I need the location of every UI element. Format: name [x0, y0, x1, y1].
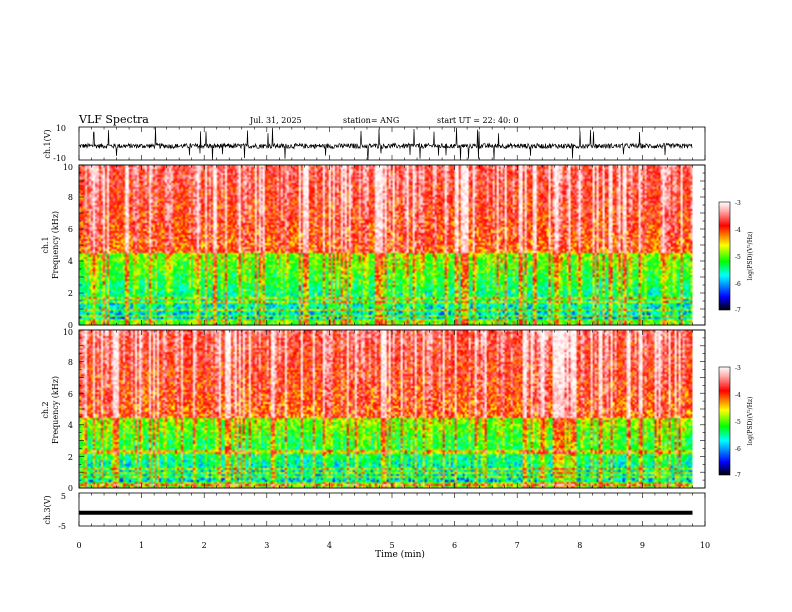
- ch1-spec-ytick: 10: [63, 163, 73, 172]
- x-tick-labels: 0 1 2 3 4 5 6 7 8 9 10: [76, 541, 710, 550]
- x-tick-label: 6: [452, 541, 457, 550]
- ch1-cbar-tick: -3: [735, 200, 741, 207]
- ch2-spectrogram-panel: 0 2 4 6 8 10 ch.2 Frequency (kHz) -3 -4 …: [41, 328, 754, 493]
- x-tick-label: 0: [76, 541, 81, 550]
- ch2-spec-channel-label: ch.2: [41, 401, 50, 418]
- x-tick-label: 1: [139, 541, 144, 550]
- ch1-cbar-tick: -6: [735, 281, 741, 288]
- chart-title: VLF Spectra: [78, 113, 149, 126]
- ch3-waveform-panel: 5 -5 ch.3(V): [43, 492, 706, 531]
- x-tick-label: 3: [264, 541, 269, 550]
- ch1-spec-ylabel: Frequency (kHz): [51, 211, 60, 279]
- date-label: Jul. 31, 2025: [249, 116, 302, 125]
- ch1-waveform-panel: 10 -10 ch.1(V): [43, 124, 706, 163]
- ch2-cbar-tick: -4: [735, 392, 741, 399]
- ch2-cbar-tick: -3: [735, 365, 741, 372]
- ch2-spec-ytick: 2: [68, 453, 73, 462]
- ch1-waveform-line: [78, 127, 693, 161]
- ch1-spec-ytick: 8: [68, 193, 73, 202]
- ch2-spec-ytick: 10: [63, 328, 73, 337]
- x-tick-label: 5: [389, 541, 394, 550]
- ch3-wave-ylabel: ch.3(V): [43, 495, 52, 524]
- ch1-spec-ytick: 2: [68, 289, 73, 298]
- ch2-spectrogram-image: [79, 330, 693, 488]
- ch1-ytick-top: 10: [56, 124, 66, 133]
- ch3-ytick-top: 5: [61, 492, 66, 501]
- ch3-ytick-bottom: -5: [58, 522, 66, 531]
- ch2-spec-ytick: 4: [68, 421, 73, 430]
- ch1-colorbar: [718, 201, 731, 311]
- ch2-colorbar-label: log(PSD)(V²/Hz): [747, 397, 754, 446]
- ch1-colorbar-label: log(PSD)(V²/Hz): [747, 232, 754, 281]
- ch2-spec-ytick: 8: [68, 358, 73, 367]
- ch1-spec-ytick: 0: [68, 321, 73, 330]
- ch2-cbar-tick: -7: [735, 472, 741, 479]
- ch1-cbar-tick: -5: [735, 254, 741, 261]
- ch1-wave-ylabel: ch.1(V): [43, 129, 52, 158]
- x-tick-label: 9: [640, 541, 645, 550]
- ch2-cbar-tick: -5: [735, 419, 741, 426]
- station-label: station= ANG: [343, 116, 399, 125]
- x-axis-label: Time (min): [375, 549, 425, 560]
- x-tick-label: 8: [577, 541, 582, 550]
- ch2-colorbar: [718, 366, 731, 476]
- x-tick-label: 4: [327, 541, 332, 550]
- ch1-cbar-tick: -4: [735, 227, 741, 234]
- x-tick-label: 10: [700, 541, 710, 550]
- ch2-spec-ytick: 6: [68, 390, 73, 399]
- x-tick-label: 2: [202, 541, 207, 550]
- ch1-cbar-tick: -7: [735, 307, 741, 314]
- ch1-spec-ytick: 6: [68, 225, 73, 234]
- ch2-spec-ytick: 0: [68, 484, 73, 493]
- start-time-label: start UT = 22: 40: 0: [437, 116, 518, 125]
- ch2-spec-ylabel: Frequency (kHz): [51, 376, 60, 444]
- ch1-spec-ytick: 4: [68, 257, 73, 266]
- ch1-spectrogram-panel: 0 2 4 6 8 10 ch.1 Frequency (kHz) -3 -4 …: [41, 163, 754, 330]
- ch1-ytick-bottom: -10: [53, 154, 66, 163]
- ch1-spec-channel-label: ch.1: [41, 236, 50, 253]
- x-tick-label: 7: [515, 541, 520, 550]
- ch2-cbar-tick: -6: [735, 446, 741, 453]
- axis-ticks: [78, 127, 706, 526]
- ch1-spectrogram-image: [79, 165, 693, 325]
